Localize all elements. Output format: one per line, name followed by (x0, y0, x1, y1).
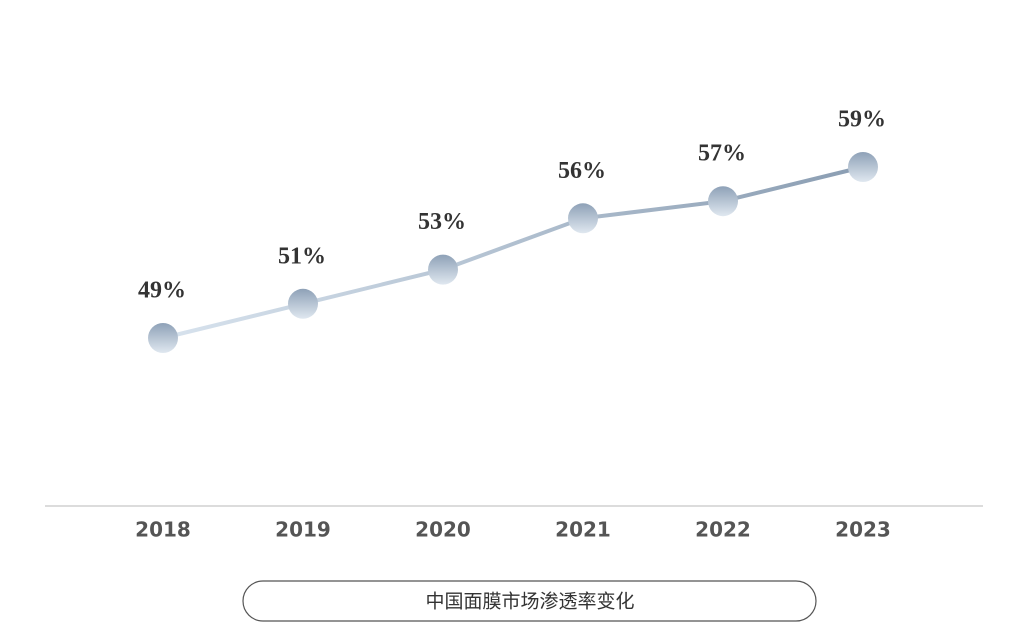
value-label: 59% (838, 107, 886, 133)
point (428, 254, 458, 285)
value-label: 57% (698, 141, 746, 167)
line (162, 165, 864, 340)
value-label: 53% (418, 209, 466, 235)
point (288, 288, 318, 319)
x-tick-label: 2019 (275, 518, 331, 542)
point (848, 152, 878, 182)
x-tick-label: 2021 (555, 518, 611, 542)
title-pill (242, 580, 817, 622)
x-tick-label: 2022 (695, 518, 751, 542)
point (148, 323, 178, 353)
x-tick-label: 2018 (135, 518, 191, 542)
value-label: 49% (138, 278, 186, 304)
point (708, 186, 738, 217)
x-tick-label: 2020 (415, 518, 471, 542)
x-tick-label: 2023 (835, 518, 891, 542)
point (568, 203, 598, 234)
chart-title: 中国面膜市场渗透率变化 (425, 591, 634, 613)
value-label: 56% (558, 158, 606, 184)
value-label: 51% (278, 243, 326, 269)
